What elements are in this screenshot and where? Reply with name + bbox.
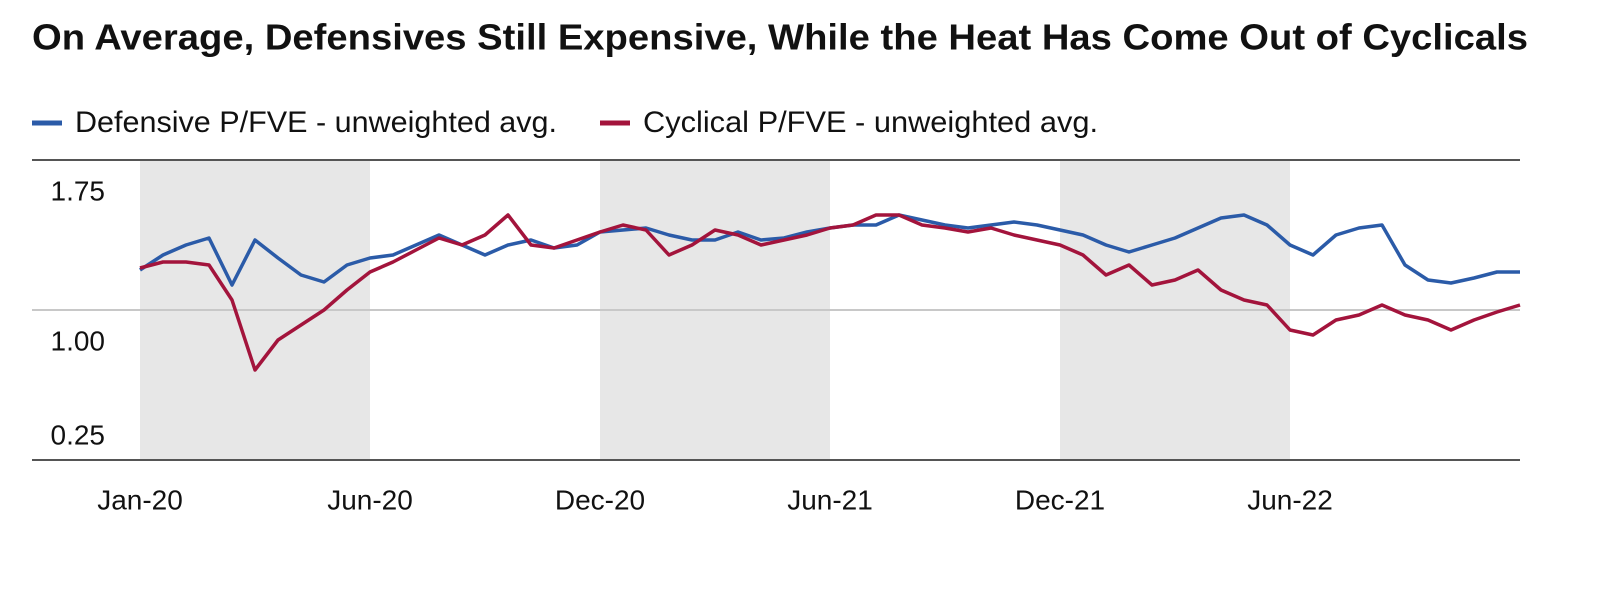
series-line [139, 213, 1521, 372]
x-tick-label: Jun-20 [327, 484, 413, 515]
y-tick-label: 1.75 [51, 175, 106, 206]
x-tick-label: Jun-21 [787, 484, 873, 515]
legend-label: Defensive P/FVE - unweighted avg. [75, 106, 557, 139]
y-tick-label: 0.25 [51, 419, 106, 450]
legend-label: Cyclical P/FVE - unweighted avg. [643, 106, 1098, 139]
x-tick-label: Jan-20 [97, 484, 183, 515]
y-tick-label: 1.00 [51, 325, 106, 356]
x-tick-label: Jun-22 [1247, 484, 1333, 515]
chart-title: On Average, Defensives Still Expensive, … [32, 17, 1528, 58]
legend: Defensive P/FVE - unweighted avg. Cyclica… [32, 106, 1098, 139]
x-tick-label: Dec-20 [555, 484, 645, 515]
plot-area: 0.25 1.00 1.75 Jan-20 Jun-20 Dec-20 Jun-21 Dec-… [32, 159, 1521, 515]
x-tick-label: Dec-21 [1015, 484, 1105, 515]
